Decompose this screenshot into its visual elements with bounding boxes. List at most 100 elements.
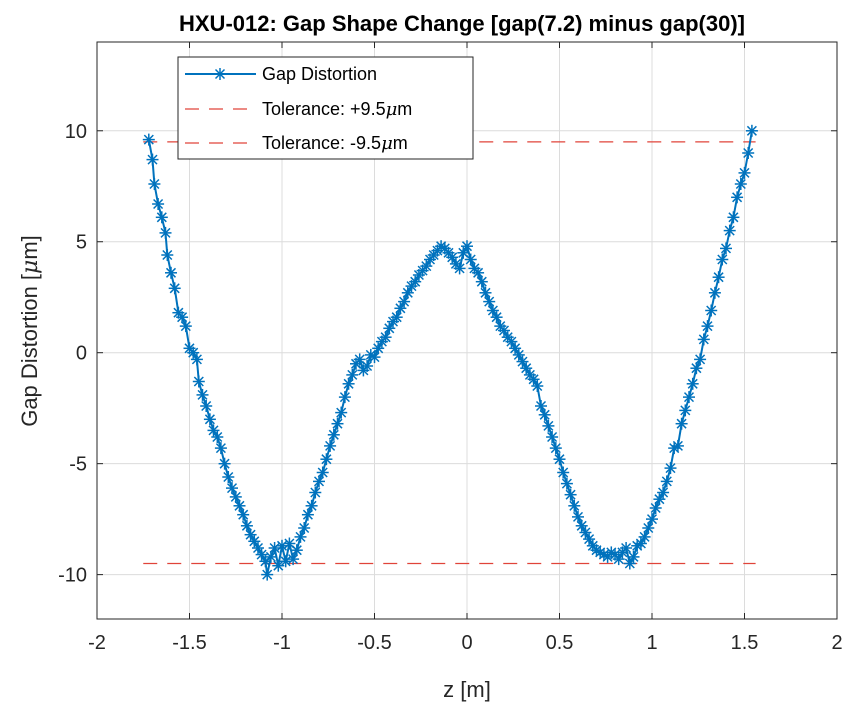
data-point-marker (298, 522, 311, 534)
data-point-marker (745, 124, 758, 137)
x-tick-label: 1.5 (731, 632, 759, 654)
data-point-marker (646, 513, 658, 526)
data-point-marker (649, 502, 662, 514)
data-point-marker (560, 477, 573, 490)
data-point-marker (211, 431, 224, 443)
data-point-marker (549, 442, 562, 455)
data-point-marker (716, 253, 729, 266)
data-point-marker (200, 400, 213, 412)
data-point-marker (723, 224, 736, 237)
data-point-marker (694, 353, 707, 366)
y-tick-label: 0 (76, 343, 87, 365)
y-tick-label: 10 (65, 121, 87, 143)
x-tick-label: -1.5 (172, 632, 206, 654)
data-point-marker (226, 482, 238, 495)
data-point-marker (335, 406, 348, 419)
data-point-marker (660, 475, 673, 488)
data-point-marker (203, 413, 216, 426)
data-point-marker (638, 530, 651, 543)
data-point-marker (531, 380, 544, 392)
data-point-marker (240, 519, 253, 532)
data-point-marker (152, 198, 165, 210)
data-point-marker (557, 466, 570, 479)
data-point-marker (320, 453, 333, 466)
data-point-marker (720, 242, 732, 255)
x-tick-label: 0.5 (546, 632, 574, 654)
data-point-marker (742, 147, 755, 159)
data-point-marker (453, 262, 466, 275)
x-tick-label: -2 (88, 632, 106, 654)
data-point-marker (159, 226, 172, 239)
data-point-marker (546, 431, 559, 443)
data-point-marker (268, 542, 281, 554)
data-point-marker (305, 499, 318, 512)
x-tick-label: 0 (461, 632, 472, 654)
data-point-marker (697, 333, 710, 346)
legend: Gap Distortion Tolerance: +9.5μm Toleran… (177, 56, 474, 160)
data-point-marker (361, 360, 374, 372)
data-point-marker (261, 568, 274, 581)
data-point-marker (712, 271, 725, 284)
data-point-marker (214, 442, 227, 455)
data-point-marker (538, 408, 551, 421)
data-point-marker (309, 486, 322, 499)
data-point-marker (564, 488, 577, 501)
data-point-marker (627, 550, 640, 563)
data-point-marker (542, 419, 555, 432)
legend-marker-gap-distortion (214, 68, 226, 80)
data-point-marker (148, 178, 161, 190)
legend-box (177, 56, 474, 160)
x-tick-label: -0.5 (357, 632, 391, 654)
data-point-marker (279, 555, 292, 568)
y-tick-label: -5 (69, 454, 87, 476)
data-point-marker (155, 211, 168, 224)
data-point-marker (165, 266, 177, 279)
data-point-marker (346, 368, 359, 381)
data-point-marker (301, 508, 314, 521)
x-tick-label: -1 (273, 632, 291, 654)
data-point-marker (675, 417, 688, 430)
data-point-marker (679, 404, 692, 417)
data-point-marker (708, 286, 721, 299)
x-axis-label: z [m] (443, 677, 491, 702)
data-point-marker (490, 311, 503, 324)
legend-label-tolerance-minus: Tolerance: -9.5μm (262, 133, 408, 154)
legend-label-gap-distortion: Gap Distortion (262, 64, 377, 84)
data-point-marker (142, 133, 155, 146)
data-point-marker (705, 304, 718, 317)
data-point-marker (686, 377, 699, 390)
data-point-marker (196, 388, 209, 401)
x-tick-label: 2 (831, 632, 842, 654)
data-point-marker (327, 428, 340, 441)
data-point-marker (568, 499, 581, 512)
data-point-marker (671, 439, 684, 452)
chart-title: HXU-012: Gap Shape Change [gap(7.2) minu… (179, 11, 745, 36)
data-point-marker (701, 320, 714, 333)
data-point-marker (161, 249, 174, 261)
data-point-marker (244, 528, 257, 541)
y-axis-label: Gap Distortion [μm] (17, 235, 43, 427)
data-point-marker (446, 251, 459, 264)
data-point-marker (207, 424, 220, 437)
data-point-marker (734, 178, 747, 190)
x-tick-label: 1 (646, 632, 657, 654)
data-point-marker (331, 417, 344, 430)
data-point-marker (620, 542, 633, 554)
axis-ticks: -2 -1.5 -1 -0.5 0 0.5 1 1.5 2 -10 -5 0 5 10 (58, 42, 843, 654)
data-point-marker (190, 353, 203, 366)
data-point-marker (738, 166, 751, 179)
plot-area (142, 124, 758, 581)
data-point-marker (353, 353, 366, 366)
data-point-marker (553, 453, 566, 466)
data-point-marker (731, 191, 744, 204)
data-point-marker (657, 486, 670, 499)
data-point-marker (237, 508, 250, 521)
data-point-marker (316, 466, 329, 479)
data-point-marker (290, 544, 303, 557)
data-point-marker (255, 548, 268, 561)
data-point-marker (168, 282, 181, 295)
data-point-marker (192, 375, 205, 388)
data-point-marker (664, 462, 677, 475)
data-point-marker (727, 211, 740, 224)
data-point-marker (475, 275, 488, 288)
